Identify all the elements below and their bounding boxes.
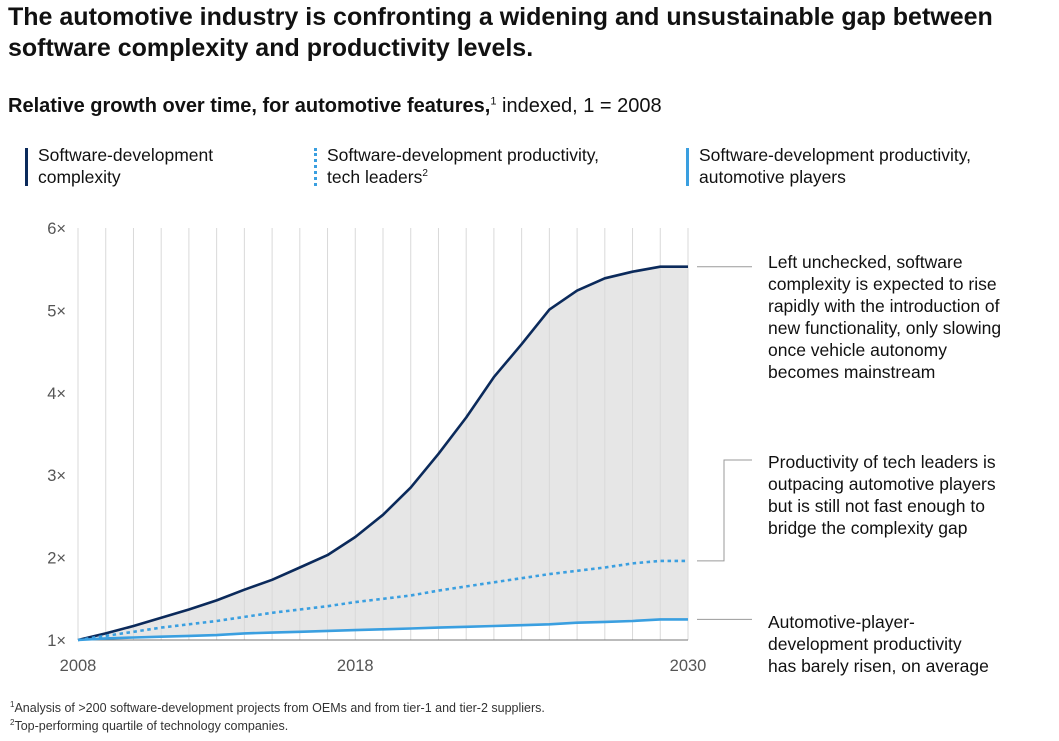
legend-footnote-ref: 2 bbox=[422, 167, 428, 179]
annotation-line: has barely risen, on average bbox=[768, 656, 989, 676]
annotation-line: development productivity bbox=[768, 634, 962, 654]
annotation-complexity: Left unchecked, software complexity is e… bbox=[768, 251, 1053, 383]
y-tick-label: 5× bbox=[47, 302, 66, 320]
legend-item-complexity: Software-development complexity bbox=[25, 145, 213, 188]
annotation-line: Automotive-player- bbox=[768, 612, 915, 632]
annotation-line: Left unchecked, software bbox=[768, 252, 963, 272]
y-tick-label: 3× bbox=[47, 467, 66, 485]
footnotes: 1Analysis of >200 software-development p… bbox=[10, 699, 545, 735]
annotation-line: becomes mainstream bbox=[768, 362, 936, 382]
series-line-complexity bbox=[77, 265, 688, 642]
footnote-marker: 2 bbox=[10, 717, 15, 727]
annotation-line: but is still not fast enough to bbox=[768, 496, 985, 516]
annotation-line: once vehicle autonomy bbox=[768, 340, 947, 360]
chart-title: The automotive industry is confronting a… bbox=[8, 3, 993, 62]
y-tick-label: 2× bbox=[47, 550, 66, 568]
annotation-line: outpacing automotive players bbox=[768, 474, 996, 494]
x-tick-label: 2018 bbox=[337, 657, 374, 675]
leader-line-tech-leaders bbox=[697, 459, 752, 562]
footnote-1: 1Analysis of >200 software-development p… bbox=[10, 699, 545, 717]
gap-shading bbox=[78, 266, 688, 640]
legend-item-tech-leaders: Software-development productivity, tech … bbox=[314, 145, 599, 188]
x-tick-label: 2030 bbox=[670, 657, 707, 675]
legend-label-line2: automotive players bbox=[699, 166, 846, 187]
legend-label-line2: complexity bbox=[38, 166, 121, 187]
legend-item-automotive-players: Software-development productivity, autom… bbox=[686, 145, 971, 188]
legend-label-line1: Software-development productivity, bbox=[699, 145, 972, 165]
legend-label-line2: tech leaders bbox=[327, 166, 423, 187]
y-tick-label: 4× bbox=[47, 385, 66, 403]
annotation-line: Productivity of tech leaders is bbox=[768, 452, 996, 472]
legend-marker-solid-blue bbox=[686, 148, 689, 186]
footnote-text: Analysis of >200 software-development pr… bbox=[14, 701, 545, 715]
annotation-tech-leaders: Productivity of tech leaders is outpacin… bbox=[768, 451, 1053, 539]
series-line-automotive-players bbox=[77, 618, 688, 642]
footnote-text: Top-performing quartile of technology co… bbox=[14, 719, 289, 733]
annotation-line: new functionality, only slowing bbox=[768, 318, 1002, 338]
y-tick-label: 6× bbox=[47, 220, 66, 238]
x-tick-label: 2008 bbox=[60, 657, 97, 675]
annotation-line: rapidly with the introduction of bbox=[768, 296, 1000, 316]
subtitle-bold: Relative growth over time, for automotiv… bbox=[8, 95, 491, 117]
annotation-line: complexity is expected to rise bbox=[768, 274, 997, 294]
legend-label-line1: Software-development bbox=[38, 145, 214, 165]
series-line-tech-leaders bbox=[77, 559, 688, 642]
legend-label-line1: Software-development productivity, bbox=[327, 145, 600, 165]
annotation-automotive-players: Automotive-player- development productiv… bbox=[768, 611, 1053, 677]
footnote-2: 2Top-performing quartile of technology c… bbox=[10, 717, 545, 735]
annotation-line: bridge the complexity gap bbox=[768, 518, 968, 538]
subtitle-rest: indexed, 1 = 2008 bbox=[496, 95, 662, 117]
footnote-marker: 1 bbox=[10, 699, 15, 709]
y-tick-label: 1× bbox=[47, 632, 66, 650]
legend-marker-dotted-blue bbox=[314, 148, 317, 186]
subtitle-footnote-ref: 1 bbox=[490, 95, 497, 108]
legend-marker-solid-navy bbox=[25, 148, 28, 186]
chart-subtitle: Relative growth over time, for automotiv… bbox=[8, 93, 662, 119]
